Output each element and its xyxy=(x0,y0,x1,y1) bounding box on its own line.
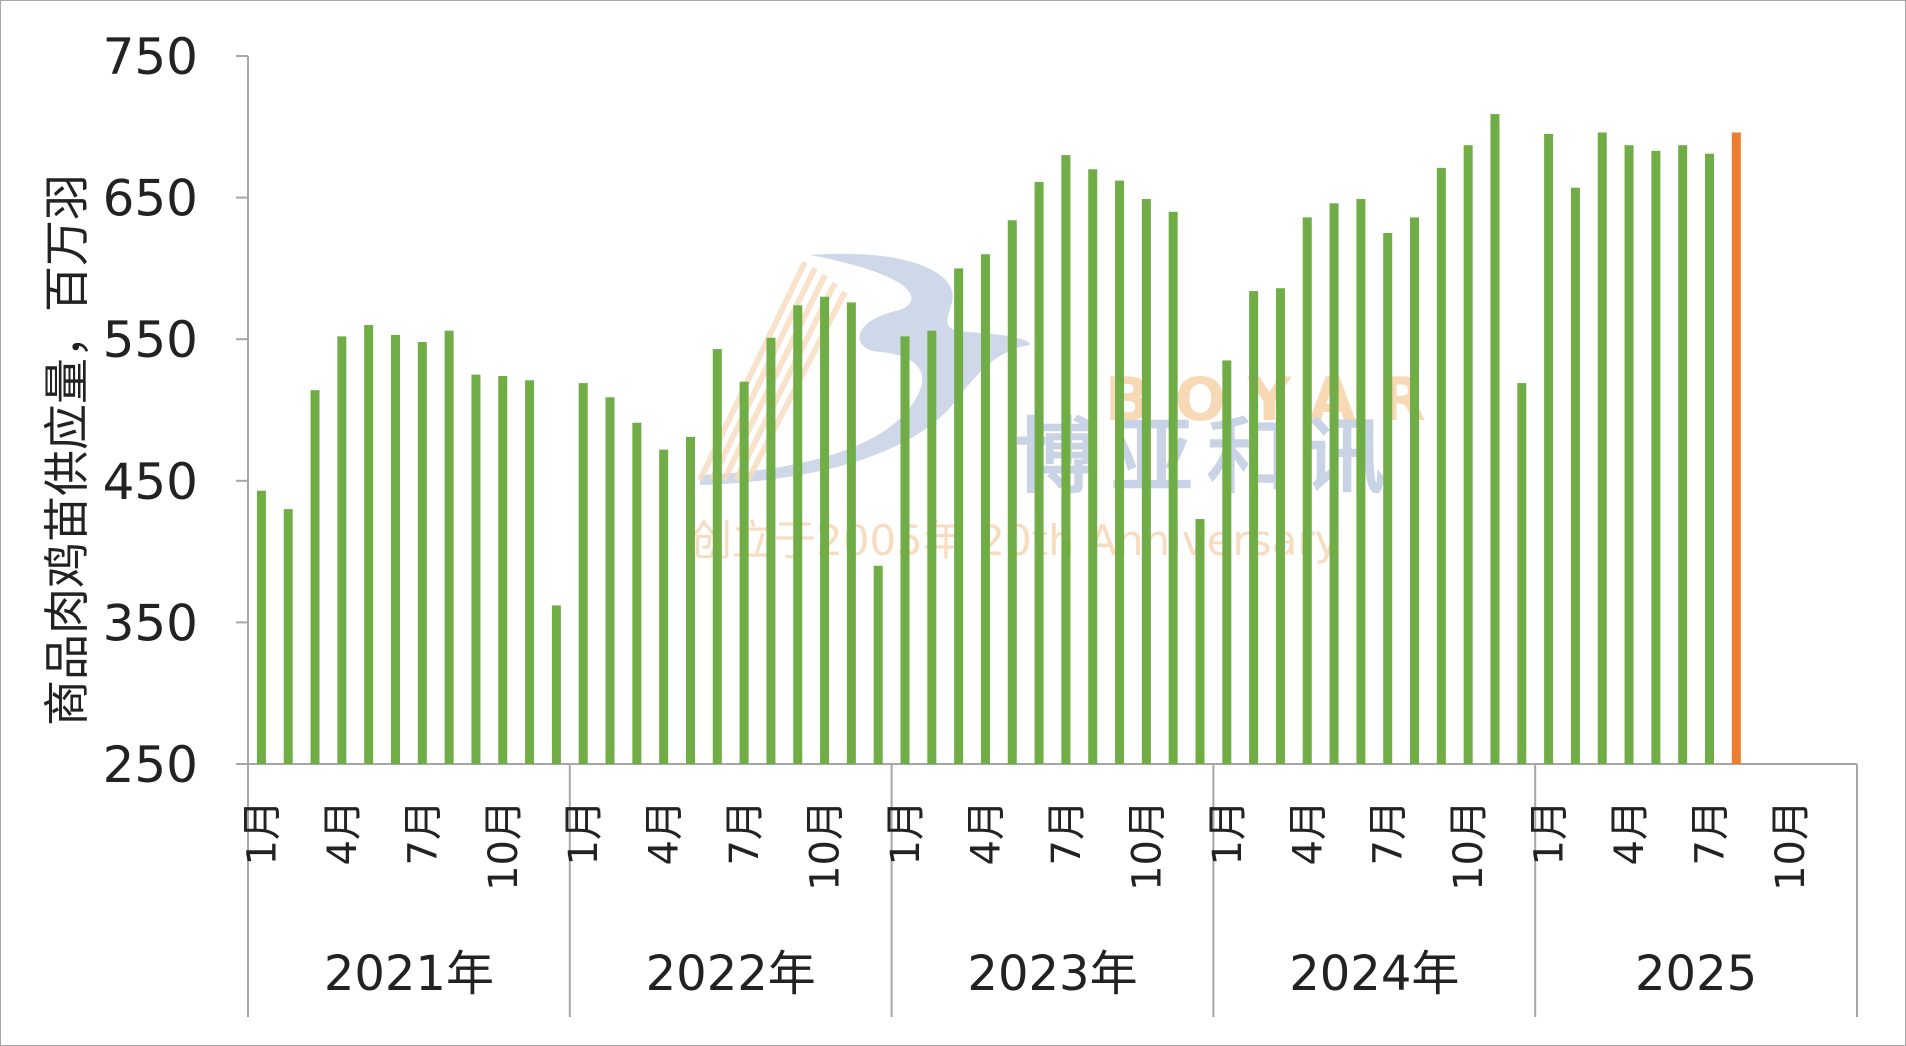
bar xyxy=(1383,233,1393,764)
x-month-label: 10月 xyxy=(1768,800,1814,891)
bar xyxy=(1544,133,1554,764)
x-year-label: 2025 xyxy=(1635,946,1757,1002)
y-tick-labels: 250 350 450 550 650 750 xyxy=(103,28,198,794)
bar xyxy=(954,268,964,764)
bars xyxy=(256,114,1741,765)
x-month-label: 1月 xyxy=(883,800,929,865)
y-tick-label: 450 xyxy=(103,453,198,511)
bar xyxy=(1570,187,1580,765)
bar xyxy=(417,342,427,764)
bar xyxy=(578,383,588,764)
y-axis-label: 商品肉鸡苗供应量，百万羽 xyxy=(40,174,94,726)
bar xyxy=(1034,182,1044,765)
x-month-label: 4月 xyxy=(320,800,366,865)
bar xyxy=(1651,150,1661,764)
bar xyxy=(498,376,508,764)
bar xyxy=(551,605,561,764)
bar xyxy=(1249,291,1259,764)
x-month-label: 4月 xyxy=(1285,800,1331,865)
x-month-label: 7月 xyxy=(1044,800,1090,865)
bar xyxy=(1168,211,1178,764)
bar xyxy=(605,397,615,764)
bar xyxy=(1517,383,1527,764)
y-tick-label: 350 xyxy=(103,594,198,652)
bar xyxy=(1329,203,1339,764)
x-month-label: 10月 xyxy=(803,800,849,891)
x-month-label: 4月 xyxy=(963,800,1009,865)
x-month-label: 10月 xyxy=(1446,800,1492,891)
bar xyxy=(310,390,320,764)
bar xyxy=(1141,199,1151,765)
bar xyxy=(1597,132,1607,765)
x-month-label: 7月 xyxy=(722,800,768,865)
bar xyxy=(525,380,535,764)
bar xyxy=(390,334,400,764)
bar xyxy=(1490,114,1500,764)
bar xyxy=(1624,145,1634,764)
bar xyxy=(1007,220,1017,765)
bar xyxy=(846,302,856,764)
bar xyxy=(364,325,374,764)
bar xyxy=(873,565,883,764)
bar xyxy=(659,449,669,764)
bar xyxy=(1356,199,1366,765)
bar xyxy=(793,305,803,764)
bar xyxy=(1061,155,1071,764)
x-month-label: 1月 xyxy=(561,800,607,865)
watermark-bird-logo xyxy=(700,253,1030,485)
y-tick-label: 650 xyxy=(103,170,198,228)
x-month-label: 7月 xyxy=(400,800,446,865)
bar xyxy=(1410,217,1420,764)
bar xyxy=(712,349,722,764)
bar xyxy=(337,336,347,764)
bar xyxy=(471,374,481,764)
x-month-label: 4月 xyxy=(642,800,688,865)
x-month-label: 4月 xyxy=(1607,800,1653,865)
watermark-en: BOYAR xyxy=(1105,365,1450,435)
x-year-labels: 2021年 2022年 2023年 2024年 2025 xyxy=(324,946,1757,1002)
bar xyxy=(1275,288,1285,764)
watermark-cn: 博亚和讯 xyxy=(1015,410,1399,505)
bar xyxy=(820,296,830,764)
bar xyxy=(1115,180,1125,764)
bar xyxy=(1463,145,1473,764)
x-month-label: 1月 xyxy=(1527,800,1573,865)
bar xyxy=(444,330,454,764)
bar xyxy=(766,337,776,764)
x-month-label: 1月 xyxy=(239,800,285,865)
bar xyxy=(739,381,749,764)
axes xyxy=(236,55,1858,1017)
bar xyxy=(927,330,937,764)
bar xyxy=(632,422,642,764)
y-tick-label: 250 xyxy=(103,736,198,794)
x-month-label: 7月 xyxy=(1366,800,1412,865)
x-year-label: 2023年 xyxy=(967,946,1137,1002)
bar xyxy=(1088,169,1098,764)
bar xyxy=(900,336,910,764)
bar xyxy=(1705,153,1715,765)
x-month-label: 10月 xyxy=(481,800,527,891)
y-tick-label: 750 xyxy=(103,28,198,86)
x-year-label: 2024年 xyxy=(1289,946,1459,1002)
x-month-labels: 1月 4月 7月 10月 1月 4月 7月 10月 1月 4月 7月 10月 1月 4月 7月 10月 1月 4月… xyxy=(239,800,1814,891)
x-month-label: 10月 xyxy=(1124,800,1170,891)
x-month-label: 1月 xyxy=(1205,800,1251,865)
bar xyxy=(685,436,695,764)
bar xyxy=(1731,132,1741,765)
bar xyxy=(1436,167,1446,764)
x-year-label: 2021年 xyxy=(324,946,494,1002)
bar xyxy=(1302,217,1312,764)
y-tick-label: 550 xyxy=(103,311,198,369)
bar xyxy=(1678,145,1688,764)
x-year-label: 2022年 xyxy=(646,946,816,1002)
bar xyxy=(256,490,266,764)
bar xyxy=(980,254,990,765)
bar xyxy=(1222,360,1232,764)
x-month-label: 7月 xyxy=(1688,800,1734,865)
bar xyxy=(1195,519,1205,764)
bar xyxy=(283,509,293,764)
